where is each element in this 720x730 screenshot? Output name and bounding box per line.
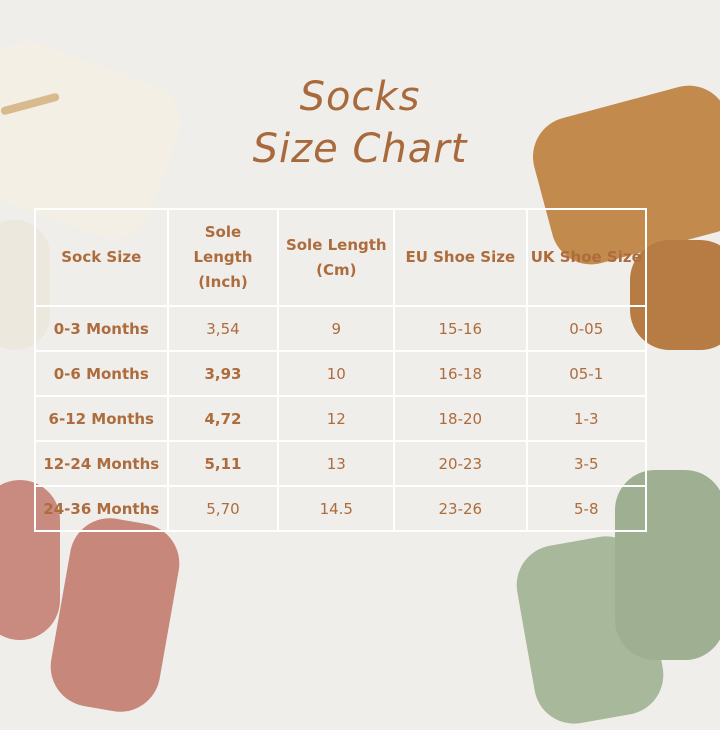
table-row: 12-24 Months 5,11 13 20-23 3-5 (34, 440, 647, 487)
cell-sock-size: 24-36 Months (34, 485, 169, 532)
cell-uk-size: 0-05 (525, 305, 647, 352)
cell-eu-size: 15-16 (393, 305, 528, 352)
cell-sock-size: 0-3 Months (34, 305, 169, 352)
table-row: 0-6 Months 3,93 10 16-18 05-1 (34, 350, 647, 397)
cell-sole-cm: 13 (277, 440, 396, 487)
cell-sole-inch: 3,93 (166, 350, 280, 397)
cell-sole-cm: 14.5 (277, 485, 396, 532)
cell-sock-size: 6-12 Months (34, 395, 169, 442)
pink-sock-right-image (44, 511, 186, 719)
table-row: 24-36 Months 5,70 14.5 23-26 5-8 (34, 485, 647, 532)
size-chart-table: Sock Size Sole Length (Inch) Sole Length… (34, 208, 647, 532)
cell-uk-size: 5-8 (525, 485, 647, 532)
cell-uk-size: 05-1 (525, 350, 647, 397)
title-line-1: Socks (299, 74, 421, 120)
header-uk-shoe-size: UK Shoe Size (525, 208, 647, 307)
cell-sole-inch: 5,11 (166, 440, 280, 487)
cell-sole-cm: 9 (277, 305, 396, 352)
header-eu-shoe-size: EU Shoe Size (393, 208, 528, 307)
title-line-2: Size Chart (252, 126, 468, 172)
cell-sole-cm: 12 (277, 395, 396, 442)
table-header-row: Sock Size Sole Length (Inch) Sole Length… (34, 208, 647, 307)
cell-sole-inch: 5,70 (166, 485, 280, 532)
cell-eu-size: 16-18 (393, 350, 528, 397)
header-sole-length-cm: Sole Length (Cm) (277, 208, 396, 307)
cell-eu-size: 18-20 (393, 395, 528, 442)
cell-uk-size: 3-5 (525, 440, 647, 487)
cell-uk-size: 1-3 (525, 395, 647, 442)
cell-sock-size: 0-6 Months (34, 350, 169, 397)
cell-sole-inch: 3,54 (166, 305, 280, 352)
cell-eu-size: 23-26 (393, 485, 528, 532)
cell-sole-cm: 10 (277, 350, 396, 397)
table-row: 0-3 Months 3,54 9 15-16 0-05 (34, 305, 647, 352)
table-row: 6-12 Months 4,72 12 18-20 1-3 (34, 395, 647, 442)
header-sole-length-inch: Sole Length (Inch) (166, 208, 280, 307)
header-sock-size: Sock Size (34, 208, 169, 307)
cell-sole-inch: 4,72 (166, 395, 280, 442)
cell-sock-size: 12-24 Months (34, 440, 169, 487)
cell-eu-size: 20-23 (393, 440, 528, 487)
